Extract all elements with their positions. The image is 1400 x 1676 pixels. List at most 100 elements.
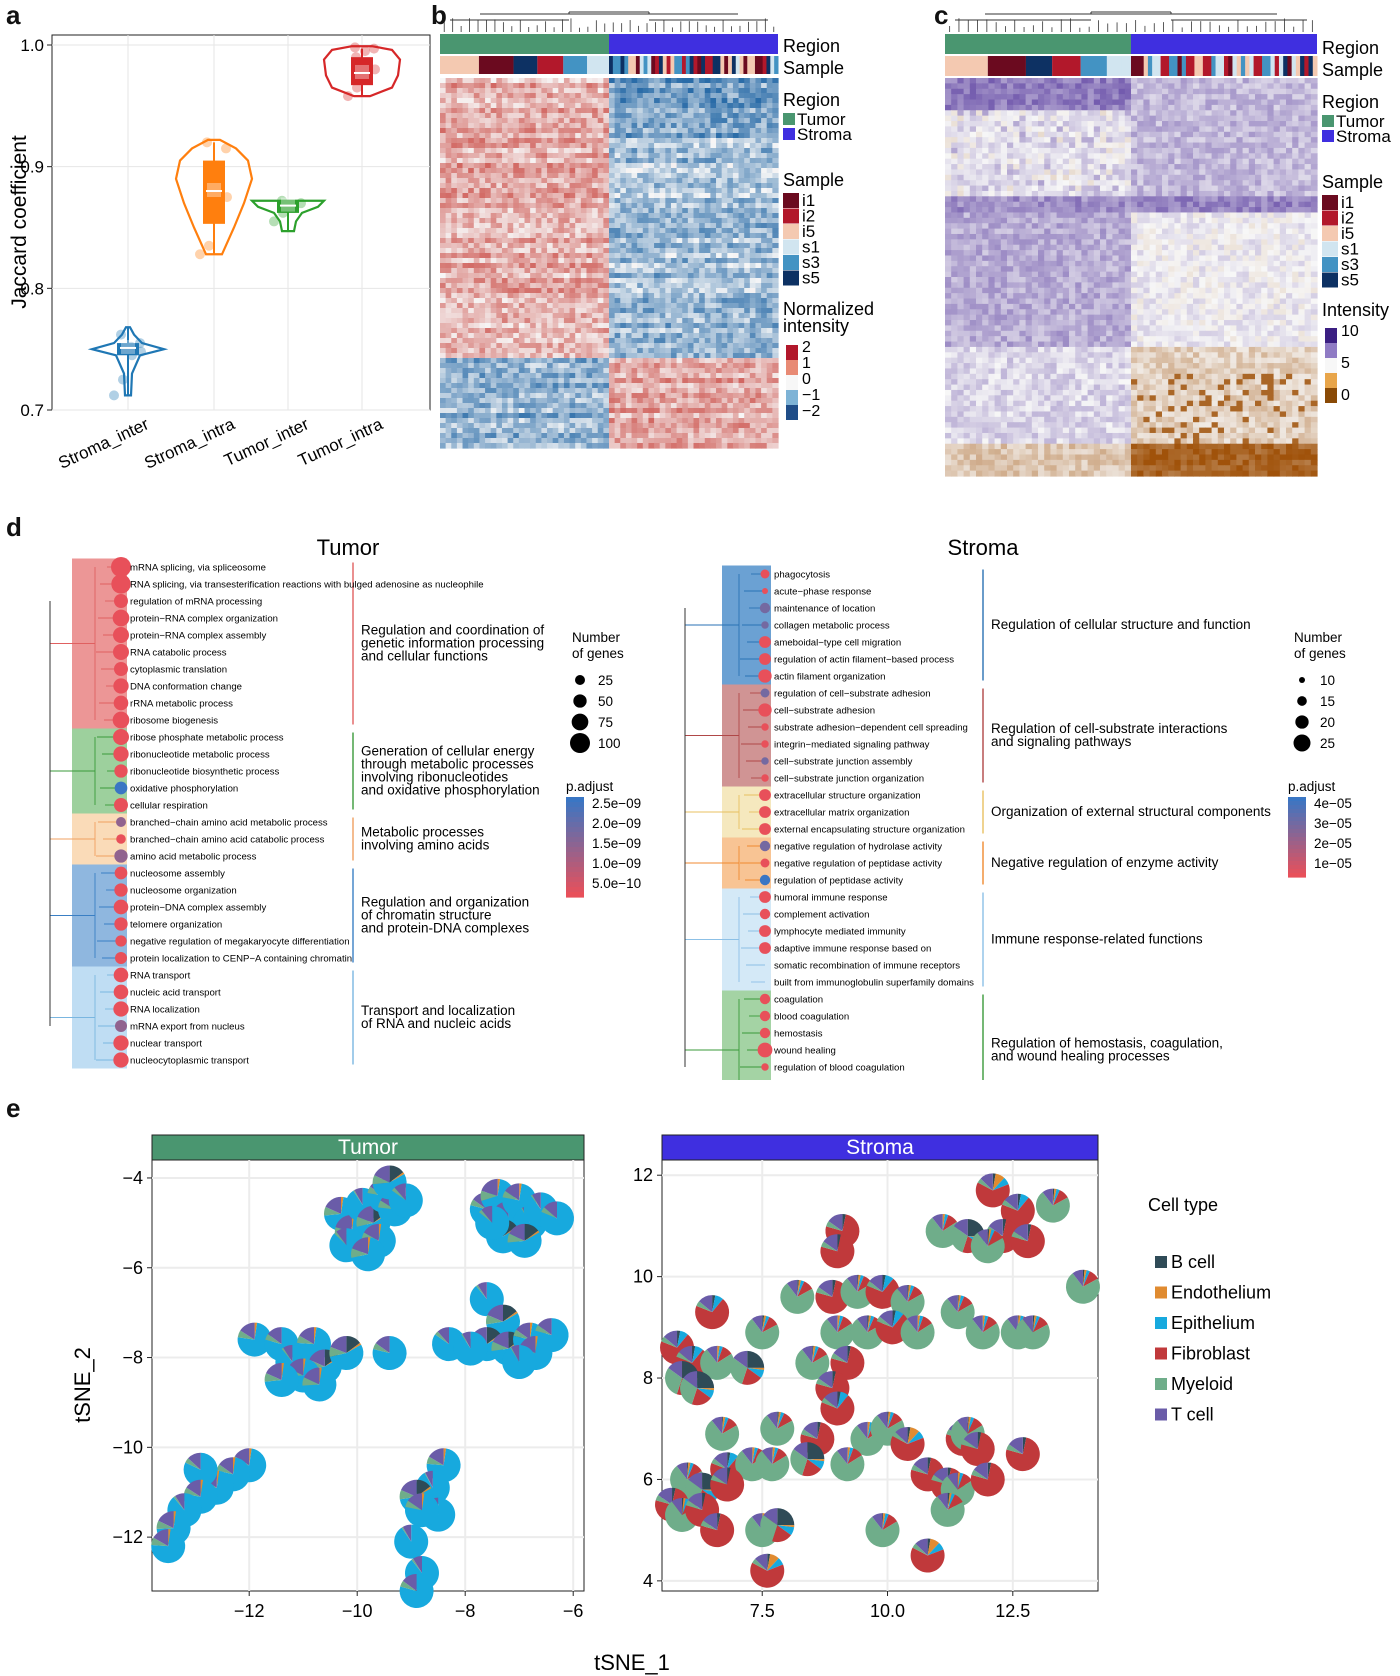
heatmap-cell xyxy=(586,408,593,414)
heatmap-cell xyxy=(614,273,621,279)
heatmap-cell xyxy=(772,188,779,194)
heatmap-cell xyxy=(479,148,486,154)
heatmap-cell xyxy=(620,153,627,159)
legend-sample-item: s5 xyxy=(802,269,820,288)
heatmap-cell xyxy=(462,238,469,244)
heatmap-cell xyxy=(699,128,706,134)
heatmap-cell xyxy=(614,163,621,169)
heatmap-cell xyxy=(1124,88,1132,95)
heatmap-cell xyxy=(716,113,723,119)
heatmap-cell xyxy=(496,148,503,154)
heatmap-cell xyxy=(479,393,486,399)
sample-segment xyxy=(758,56,764,74)
heatmap-cell xyxy=(766,298,773,304)
heatmap-cell xyxy=(468,78,475,84)
heatmap-cell xyxy=(535,338,542,344)
sample-segment xyxy=(1291,56,1297,76)
heatmap-cell xyxy=(451,433,458,439)
heatmap-cell xyxy=(665,253,672,259)
heatmap-cell xyxy=(721,203,728,209)
heatmap-cell xyxy=(541,83,548,89)
heatmap-cell xyxy=(501,418,509,424)
heatmap-cell xyxy=(761,328,768,334)
heatmap-cell xyxy=(659,263,666,269)
heatmap-cell xyxy=(507,293,514,299)
heatmap-cell xyxy=(749,358,757,364)
heatmap-cell xyxy=(648,128,655,134)
heatmap-cell xyxy=(761,363,768,369)
heatmap-cell xyxy=(670,328,678,334)
heatmap-cell xyxy=(716,428,723,434)
heatmap-cell xyxy=(440,278,447,284)
heatmap-cell xyxy=(659,408,666,414)
heatmap-cell xyxy=(580,208,588,214)
heatmap-cell xyxy=(761,183,768,189)
heatmap-cell xyxy=(676,418,683,424)
heatmap-cell xyxy=(501,103,509,109)
heatmap-cell xyxy=(625,363,633,369)
heatmap-cell xyxy=(766,328,773,334)
heatmap-cell xyxy=(945,88,952,95)
heatmap-cell xyxy=(625,273,633,279)
heatmap-cell xyxy=(755,103,762,109)
heatmap-cell xyxy=(440,268,447,274)
heatmap-cell xyxy=(530,238,537,244)
heatmap-cell xyxy=(603,208,610,214)
heatmap-cell xyxy=(704,113,711,119)
heatmap-cell xyxy=(535,388,542,394)
heatmap-cell xyxy=(473,118,481,124)
heatmap-cell xyxy=(749,428,757,434)
heatmap-cell xyxy=(462,423,469,429)
heatmap-cell xyxy=(485,343,492,349)
heatmap-cell xyxy=(704,353,711,359)
heatmap-cell xyxy=(693,198,700,204)
heatmap-cell xyxy=(456,283,464,289)
heatmap-cell xyxy=(603,233,610,239)
heatmap-cell xyxy=(485,143,492,149)
heatmap-cell xyxy=(1087,94,1095,101)
heatmap-cell xyxy=(670,258,678,264)
heatmap-cell xyxy=(468,88,475,94)
sample-segment xyxy=(1228,56,1233,76)
heatmap-cell xyxy=(699,293,706,299)
heatmap-cell xyxy=(468,263,475,269)
heatmap-cell xyxy=(951,78,958,84)
heatmap-cell xyxy=(727,423,734,429)
heatmap-cell xyxy=(451,258,458,264)
heatmap-cell xyxy=(451,343,458,349)
heatmap-cell xyxy=(462,353,469,359)
heatmap-cell xyxy=(614,223,621,229)
heatmap-cell xyxy=(631,348,638,354)
heatmap-cell xyxy=(524,288,531,294)
heatmap-cell xyxy=(440,298,447,304)
heatmap-cell xyxy=(524,213,531,219)
heatmap-cell xyxy=(468,168,475,174)
heatmap-cell xyxy=(772,193,779,199)
heatmap-cell xyxy=(716,273,723,279)
heatmap-cell xyxy=(665,263,672,269)
heatmap-cell xyxy=(761,393,768,399)
heatmap-cell xyxy=(485,398,492,404)
heatmap-cell xyxy=(682,403,689,409)
heatmap-cell xyxy=(1087,83,1095,90)
heatmap-cell xyxy=(563,353,571,359)
heatmap-cell xyxy=(670,133,678,139)
heatmap-cell xyxy=(642,163,650,169)
heatmap-cell xyxy=(716,178,723,184)
heatmap-cell xyxy=(485,233,492,239)
heatmap-cell xyxy=(631,383,638,389)
heatmap-cell xyxy=(749,433,757,439)
heatmap-cell xyxy=(1106,83,1113,90)
heatmap-cell xyxy=(479,353,486,359)
heatmap-cell xyxy=(547,83,554,89)
heatmap-cell xyxy=(687,83,695,89)
heatmap-cell xyxy=(501,363,509,369)
heatmap-cell xyxy=(699,188,706,194)
heatmap-cell xyxy=(766,363,773,369)
heatmap-cell xyxy=(462,253,469,259)
heatmap-cell xyxy=(682,143,689,149)
heatmap-cell xyxy=(535,428,542,434)
heatmap-cell xyxy=(547,333,554,339)
heatmap-cell xyxy=(597,273,604,279)
heatmap-cell xyxy=(772,178,779,184)
